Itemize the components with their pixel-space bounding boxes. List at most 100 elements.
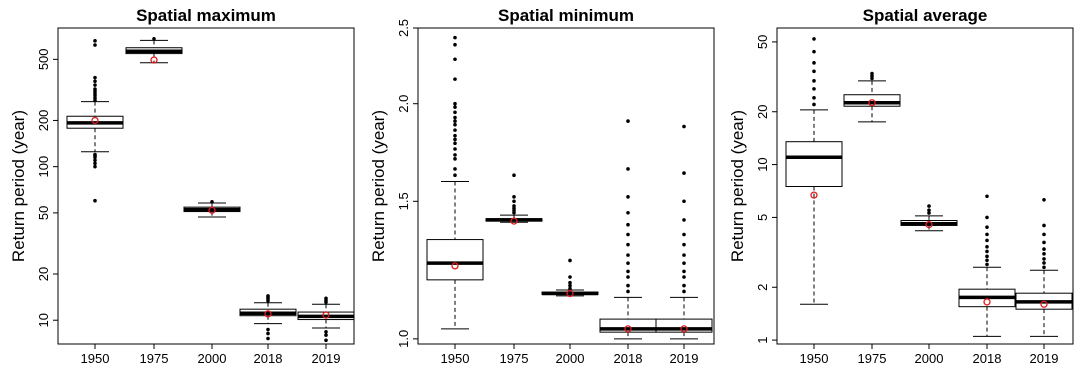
x-tick-label: 1975 bbox=[500, 351, 529, 366]
outlier-point bbox=[626, 211, 630, 215]
outlier-point bbox=[1042, 261, 1046, 265]
outlier-point bbox=[682, 171, 686, 175]
outlier-point bbox=[985, 225, 989, 229]
outlier-point bbox=[512, 173, 516, 177]
outlier-point bbox=[626, 261, 630, 265]
outlier-point bbox=[453, 35, 457, 40]
x-tick-label: 2019 bbox=[312, 351, 341, 366]
outlier-point bbox=[626, 269, 630, 274]
mean-marker bbox=[208, 206, 216, 214]
outlier-point bbox=[324, 296, 328, 301]
outlier-point bbox=[93, 75, 97, 80]
x-tick-label: 2000 bbox=[556, 351, 585, 366]
mean-marker bbox=[150, 56, 158, 64]
outlier-point bbox=[985, 262, 989, 267]
outlier-point bbox=[210, 200, 214, 204]
outlier-point bbox=[453, 122, 457, 127]
box-1950 bbox=[785, 37, 843, 305]
outlier-point bbox=[626, 222, 630, 227]
outlier-point bbox=[985, 249, 989, 254]
mean-marker bbox=[810, 191, 818, 199]
outlier-point bbox=[568, 283, 572, 288]
outlier-point bbox=[152, 37, 156, 41]
y-tick-label: 100 bbox=[36, 156, 51, 178]
mean-marker bbox=[451, 262, 459, 270]
box-1975 bbox=[485, 173, 543, 225]
box-1950 bbox=[426, 35, 484, 330]
outlier-point bbox=[453, 42, 457, 47]
x-tick-label: 1975 bbox=[140, 351, 169, 366]
mean-marker bbox=[868, 99, 876, 107]
outlier-point bbox=[453, 153, 457, 157]
outlier-point bbox=[682, 124, 686, 129]
x-tick-label: 2018 bbox=[254, 351, 283, 366]
outlier-point bbox=[512, 195, 516, 199]
outlier-point bbox=[985, 254, 989, 259]
outlier-point bbox=[568, 280, 572, 285]
outlier-point bbox=[626, 195, 630, 199]
outlier-point bbox=[1042, 252, 1046, 256]
outlier-point bbox=[626, 289, 630, 294]
chart-panel-2: Spatial minimum Return period (year) 1950 1… bbox=[369, 6, 715, 366]
y-tick-label: 20 bbox=[36, 267, 51, 281]
y-tick-label: 10 bbox=[755, 157, 770, 171]
outlier-point bbox=[453, 141, 457, 146]
outlier-point bbox=[93, 87, 97, 91]
outlier-point bbox=[927, 208, 931, 212]
y-tick-label: 20 bbox=[755, 105, 770, 119]
outlier-point bbox=[682, 283, 686, 288]
x-tick-label: 1950 bbox=[81, 351, 110, 366]
outlier-point bbox=[453, 157, 457, 161]
outlier-point bbox=[1042, 265, 1046, 270]
outlier-point bbox=[1042, 240, 1046, 245]
outlier-point bbox=[985, 245, 989, 249]
outlier-point bbox=[626, 275, 630, 279]
outlier-point bbox=[1042, 223, 1046, 228]
y-tick-label: 2.0 bbox=[396, 95, 411, 113]
x-tick-label: 2018 bbox=[973, 351, 1002, 366]
outlier-point bbox=[453, 110, 457, 115]
outlier-point bbox=[1042, 197, 1046, 202]
outlier-point bbox=[453, 133, 457, 138]
outlier-point bbox=[93, 79, 97, 84]
outlier-point bbox=[453, 167, 457, 171]
outlier-point bbox=[812, 49, 816, 54]
chart-title: Spatial average bbox=[863, 6, 988, 25]
box-2018 bbox=[599, 119, 657, 340]
y-tick-label: 2.5 bbox=[396, 19, 411, 37]
outlier-point bbox=[453, 105, 457, 109]
outlier-point bbox=[266, 327, 270, 332]
outlier-point bbox=[812, 87, 816, 91]
outlier-point bbox=[453, 115, 457, 120]
outlier-point bbox=[453, 173, 457, 177]
outlier-point bbox=[682, 199, 686, 204]
chart-title: Spatial maximum bbox=[136, 6, 276, 25]
outlier-point bbox=[324, 338, 328, 343]
outlier-point bbox=[870, 71, 874, 76]
plot-frame bbox=[57, 27, 355, 345]
box-iqr bbox=[785, 141, 843, 188]
outlier-point bbox=[324, 330, 328, 334]
y-tick-label: 1 bbox=[755, 336, 770, 343]
y-tick-label: 50 bbox=[36, 206, 51, 220]
outlier-point bbox=[927, 204, 931, 208]
outlier-point bbox=[626, 283, 630, 288]
y-tick-label: 10 bbox=[36, 313, 51, 327]
outlier-point bbox=[93, 152, 97, 157]
y-tick-label: 5 bbox=[755, 214, 770, 221]
outlier-point bbox=[453, 57, 457, 62]
box-1975 bbox=[843, 71, 901, 123]
x-tick-label: 2018 bbox=[614, 351, 643, 366]
mean-marker bbox=[322, 311, 330, 319]
mean-marker bbox=[264, 310, 272, 318]
outlier-point bbox=[985, 258, 989, 263]
outlier-point bbox=[93, 43, 97, 47]
outlier-point bbox=[93, 158, 97, 163]
outlier-point bbox=[93, 161, 97, 166]
mean-marker bbox=[983, 298, 991, 306]
outlier-point bbox=[1042, 257, 1046, 261]
outlier-point bbox=[93, 39, 97, 43]
outlier-point bbox=[682, 232, 686, 237]
outlier-point bbox=[812, 69, 816, 74]
